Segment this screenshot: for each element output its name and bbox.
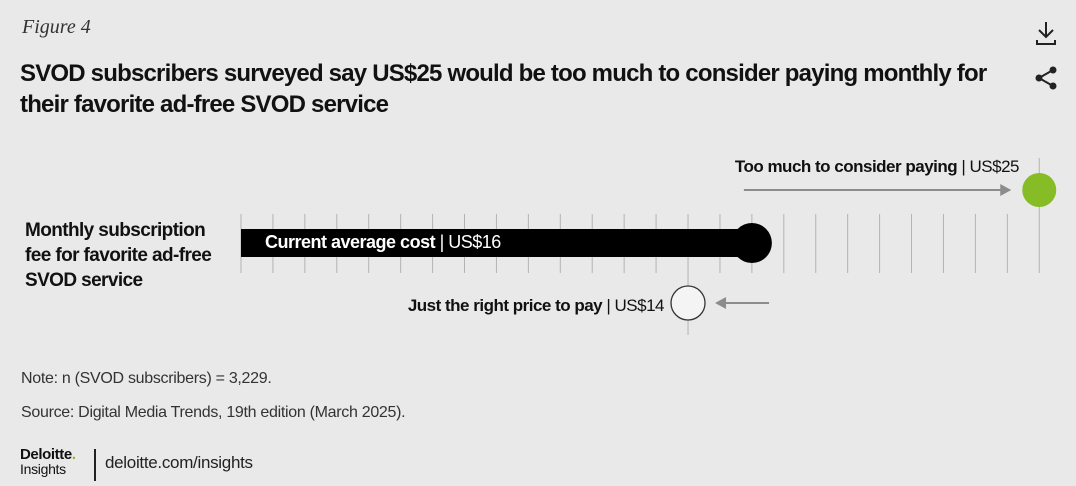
logo-dot: .: [71, 446, 76, 463]
annotation-right-price-bold: Just the right price to pay: [407, 296, 603, 315]
marker-right-price: [670, 285, 706, 321]
share-icon[interactable]: [1033, 65, 1059, 91]
marker-too-much: [1022, 173, 1057, 207]
arrow-head-high: [1000, 184, 1012, 196]
annotation-right-price: Just the right price to pay | US$14: [407, 296, 665, 316]
deloitte-logo[interactable]: Deloitte. Insights: [20, 447, 76, 477]
chart-title: SVOD subscribers surveyed say US$25 woul…: [20, 60, 987, 118]
source: Source: Digital Media Trends, 19th editi…: [21, 404, 406, 421]
bar-label-value: US$16: [448, 232, 501, 252]
arrow-head-low: [715, 297, 727, 309]
annotation-too-much-bold: Too much to consider paying: [734, 157, 958, 176]
logo-sub: Insights: [20, 461, 66, 477]
category-label: Monthly subscription fee for favorite ad…: [25, 220, 212, 291]
download-icon[interactable]: [1034, 20, 1058, 46]
annotation-too-much-sep: |: [957, 157, 970, 176]
annotation-right-price-sep: |: [602, 296, 615, 315]
annotation-too-much-value: US$25: [969, 157, 1020, 176]
bar-label: Current average cost | US$16: [265, 232, 501, 253]
bar-label-sep: |: [435, 232, 449, 252]
bar-end-marker: [731, 223, 772, 263]
bar-current-average: [241, 229, 752, 257]
bar-label-bold: Current average cost: [265, 232, 436, 252]
site-link[interactable]: deloitte.com/insights: [105, 453, 253, 472]
logo-divider: [94, 449, 96, 481]
annotation-too-much: Too much to consider paying | US$25: [734, 157, 1020, 177]
annotation-right-price-value: US$14: [614, 296, 665, 315]
figure-label: Figure 4: [22, 16, 91, 38]
note: Note: n (SVOD subscribers) = 3,229.: [21, 370, 272, 387]
logo-brand: Deloitte: [20, 446, 72, 463]
